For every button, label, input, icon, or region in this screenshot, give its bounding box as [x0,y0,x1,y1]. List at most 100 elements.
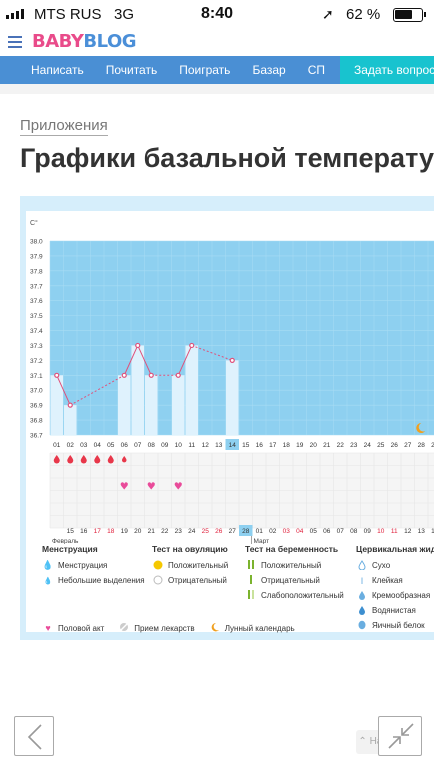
y-tick-label: 36.8 [30,418,43,425]
y-tick-label: 37.8 [30,268,43,275]
date-label: 24 [188,528,196,535]
clock: 8:40 [200,5,234,22]
legend-heading: Тест на овуляцию [152,544,228,554]
cycle-day-label: 25 [377,442,385,449]
cycle-day-label: 13 [215,442,223,449]
date-label: 01 [256,528,264,535]
cycle-day-label: 06 [121,442,129,449]
temperature-bar [118,375,131,435]
date-label: 06 [323,528,331,535]
temperature-bar [185,345,198,435]
date-label: 05 [310,528,318,535]
cycle-day-label: 14 [229,442,237,449]
heart-icon: ♥ [45,623,51,633]
y-tick-label: 38.0 [30,239,43,246]
cycle-day-label: 22 [337,442,345,449]
signal-icon [6,9,24,19]
temperature-bar [64,405,77,435]
cycle-day-label: 03 [80,442,88,449]
temperature-line-segment [137,345,152,376]
watery-icon [356,605,368,617]
site-header: BABYBLOG [0,30,434,56]
nav-sp[interactable]: СП [307,63,325,77]
cycle-day-label: 04 [94,442,102,449]
date-label: 07 [337,528,345,535]
plot-area [50,241,434,435]
legend-menstruation: Менструация 💧 Менструация 💧 Небольшие вы… [42,544,145,588]
y-tick-label: 36.7 [30,433,43,440]
menu-icon[interactable] [8,36,22,48]
date-label: 12 [404,528,412,535]
ask-question-button[interactable]: Задать вопрос [340,56,434,84]
y-tick-label: 37.1 [30,373,43,380]
temperature-point [175,372,181,378]
legend-item: 💧 Небольшие выделения [43,576,145,585]
date-label: 11 [391,528,398,535]
cycle-day-label: 05 [107,442,115,449]
date-label: 09 [364,528,372,535]
collapse-button[interactable] [378,716,422,756]
date-label: 03 [283,528,291,535]
legend-item: Кремообразная [356,588,434,603]
cycle-day-label: 08 [148,442,156,449]
legend-item: Сухо [356,558,434,573]
cycle-day-label: 24 [364,442,372,449]
nav-read[interactable]: Почитать [105,63,158,77]
cycle-day-label: 15 [242,442,250,449]
cycle-day-label: 01 [53,442,61,449]
date-label: 16 [80,528,88,535]
legend-item: 💧 Менструация [42,560,108,570]
cycle-day-label: 26 [391,442,399,449]
legend-item: Яичный белок [356,618,434,633]
blood-drop-icon [80,455,87,464]
yellow-circle-icon [152,560,164,572]
nav-write[interactable]: Написать [31,63,84,77]
double-line-icon [245,559,257,572]
location-icon: ➚ [322,6,334,22]
temperature-point [135,342,141,349]
status-bar: MTS RUS 3G 8:40 ➚ 62 % [0,0,434,30]
heart-icon: ♥ [147,482,156,493]
collapse-icon [388,723,414,749]
date-label: 10 [377,528,385,535]
y-tick-label: 37.6 [30,298,43,305]
legend-item: Отрицательный [245,573,344,588]
small-drop-icon [122,456,127,463]
chevron-left-icon [27,724,42,750]
date-label: 13 [418,528,426,535]
battery-icon [393,8,426,22]
logo[interactable]: BABYBLOG [32,31,137,52]
temperature-line-segment [123,345,139,376]
date-label: 20 [134,528,142,535]
y-tick-label: 37.0 [30,388,43,395]
date-label: 23 [175,528,183,535]
date-label: 19 [121,528,129,535]
y-tick-label: 37.5 [30,313,43,320]
legend-item: ♥ Половой акт [42,622,104,634]
y-tick-label: 37.3 [30,343,43,350]
cycle-day-label: 12 [202,442,210,449]
nav-play[interactable]: Поиграть [179,63,231,77]
cycle-day-label: 19 [296,442,304,449]
date-label: 26 [215,528,223,535]
legend-bottom: ♥ Половой акт Прием лекарств Лунный кале… [42,622,295,634]
cycle-day-label: 16 [256,442,264,449]
legend-cervical: Цервикальная жидк Сухо I Клейкая Кремооб… [356,544,434,633]
date-label: 14 [431,528,434,535]
legend-ovulation: Тест на овуляцию Положительный Отрицател… [152,544,228,588]
cycle-day-label: 11 [188,442,195,449]
blood-drop-icon [53,455,60,464]
y-axis-label: С° [30,219,38,227]
date-label: 17 [94,528,102,535]
legend-heading: Тест на беременность [245,544,339,554]
nav-bazaar[interactable]: Базар [252,63,286,77]
temperature-bar [131,345,144,435]
moon-icon [416,423,426,433]
breadcrumb[interactable]: Приложения [20,117,108,136]
cycle-day-label: 27 [404,442,412,449]
temperature-point [54,372,60,378]
temperature-line-segment [177,345,193,376]
cycle-day-label: 20 [310,442,318,449]
back-button[interactable] [14,716,54,756]
